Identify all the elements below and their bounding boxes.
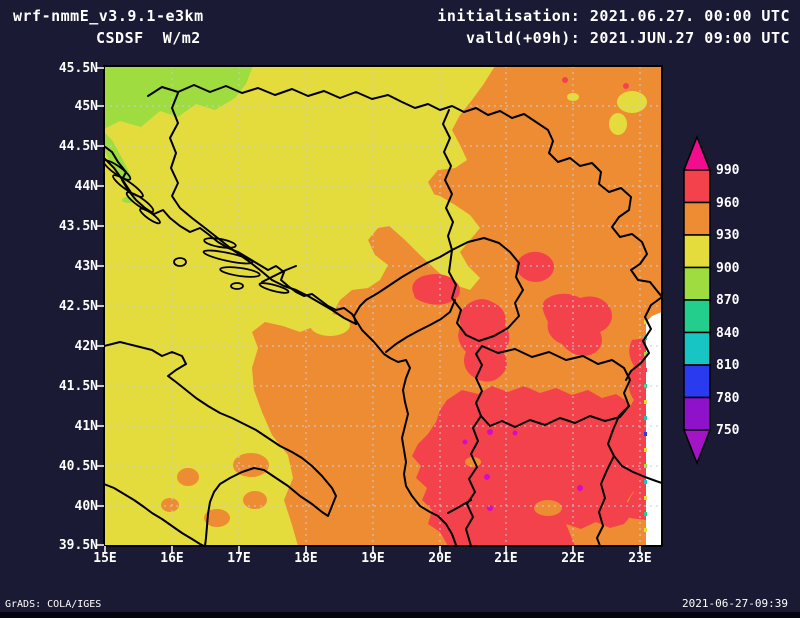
- field-orange-italy2: [177, 468, 199, 486]
- colorbar-seg-930-960: [683, 201, 711, 236]
- field-red-small: [516, 251, 554, 282]
- grads-credit: GrADS: COLA/IGES: [5, 599, 102, 610]
- lon-label-18: 18E: [294, 551, 318, 566]
- coastline-adriatic-east: [104, 145, 457, 546]
- init-time-label: initialisation: 2021.06.27. 00:00 UTC: [437, 7, 790, 25]
- field-orange-blob1: [465, 190, 499, 206]
- colorbar-label-870: 870: [716, 293, 740, 308]
- colorbar-seg-960-990: [683, 169, 711, 204]
- lon-label-15: 15E: [93, 551, 117, 566]
- field-orange-italy5: [204, 509, 230, 527]
- lon-ticks: [104, 546, 641, 554]
- border-kosovo: [448, 237, 524, 342]
- lat-label-45-5: 45.5N: [58, 61, 98, 76]
- lat-label-40-5: 40.5N: [58, 459, 98, 474]
- coastline-italy-south: [104, 483, 205, 546]
- colorbar-seg-900-930: [683, 234, 711, 269]
- field-red-ne-patch: [542, 293, 612, 356]
- field-orange-pocket2: [465, 457, 481, 467]
- lon-label-16: 16E: [160, 551, 184, 566]
- lat-label-41: 41N: [74, 419, 98, 434]
- field-yellow-blob-ne1: [617, 91, 647, 113]
- model-title: wrf-nmmE_v3.9.1-e3km: [13, 7, 204, 25]
- coastline-peljesac: [261, 265, 297, 283]
- generation-timestamp: 2021-06-27-09:39: [682, 597, 788, 610]
- field-yellow-blob-ne2: [609, 113, 627, 135]
- lon-label-23: 23E: [628, 551, 652, 566]
- colorbar-label-960: 960: [716, 196, 740, 211]
- field-green-nw: [104, 66, 253, 129]
- border-albania-greece: [465, 415, 482, 546]
- lon-label-21: 21E: [494, 551, 518, 566]
- border-bulgaria-west: [625, 296, 662, 381]
- islands: [104, 159, 290, 294]
- colorbar-label-780: 780: [716, 391, 740, 406]
- colorbar-label-840: 840: [716, 326, 740, 341]
- field-yellow-tongue: [370, 190, 480, 290]
- lon-label-22: 22E: [561, 551, 585, 566]
- border-bulgaria-greece: [607, 405, 662, 484]
- field-orange-italy4: [161, 498, 179, 512]
- field-red-dot2: [562, 77, 568, 83]
- grid-lines: [104, 66, 662, 546]
- field-nodata-strip: [646, 312, 662, 546]
- colorbar-seg-840-870: [683, 299, 711, 334]
- lat-label-42-5: 42.5N: [58, 299, 98, 314]
- border-drina: [442, 109, 454, 251]
- lat-label-45: 45N: [74, 99, 98, 114]
- field-magenta-dot2: [512, 430, 518, 436]
- lon-label-17: 17E: [227, 551, 251, 566]
- colorbar-seg-810-840: [683, 331, 711, 366]
- border-greece-coast-link: [447, 499, 472, 514]
- shaded-field: [104, 66, 662, 546]
- lat-label-39-5: 39.5N: [58, 538, 98, 553]
- lon-label-19: 19E: [361, 551, 385, 566]
- colorbar-seg-750-780: [683, 396, 711, 431]
- border-greece-east: [596, 455, 615, 546]
- lat-label-44: 44N: [74, 179, 98, 194]
- colorbar-seg-780-810: [683, 364, 711, 399]
- field-magenta-dot4: [484, 474, 490, 480]
- field-red-dot1: [623, 83, 629, 89]
- colorbar-seg-870-900: [683, 266, 711, 301]
- border-montenegro-serbia: [353, 249, 453, 325]
- variable-title: CSDSF W/m2: [96, 29, 201, 47]
- field-magenta-dot1: [487, 429, 493, 435]
- colorbar-under-arrow: [682, 429, 712, 466]
- axis-ticks: [96, 67, 641, 554]
- field-magenta-dot6: [577, 485, 583, 491]
- colorbar: [682, 134, 712, 466]
- colorbar-label-810: 810: [716, 358, 740, 373]
- border-bosnia-montenegro: [271, 279, 357, 325]
- border-sava-danube: [147, 84, 662, 298]
- field-green-dot: [122, 197, 134, 203]
- lat-label-41-5: 41.5N: [58, 379, 98, 394]
- colorbar-label-990: 990: [716, 163, 740, 178]
- lat-label-43: 43N: [74, 259, 98, 274]
- bottom-strip: [0, 612, 800, 618]
- field-orange-italy3: [243, 491, 267, 509]
- border-montenegro-albania: [385, 299, 456, 353]
- coastline-italy-adriatic: [104, 341, 337, 546]
- colorbar-over-arrow: [682, 134, 712, 171]
- colorbar-label-900: 900: [716, 261, 740, 276]
- field-red-border-patch: [412, 274, 460, 305]
- lon-label-20: 20E: [428, 551, 452, 566]
- field-magenta-dot3: [462, 439, 468, 445]
- colorbar-label-750: 750: [716, 423, 740, 438]
- lat-label-43-5: 43.5N: [58, 219, 98, 234]
- colorbar-label-930: 930: [716, 228, 740, 243]
- field-orange-pocket1: [534, 500, 562, 516]
- lat-label-40: 40N: [74, 499, 98, 514]
- lat-ticks: [96, 67, 104, 546]
- valid-time-label: valld(+09h): 2021.JUN.27 09:00 UTC: [465, 29, 790, 47]
- lat-label-42: 42N: [74, 339, 98, 354]
- field-yellow-pocket: [310, 314, 350, 336]
- lat-label-44-5: 44.5N: [58, 139, 98, 154]
- border-macedonia: [475, 345, 631, 428]
